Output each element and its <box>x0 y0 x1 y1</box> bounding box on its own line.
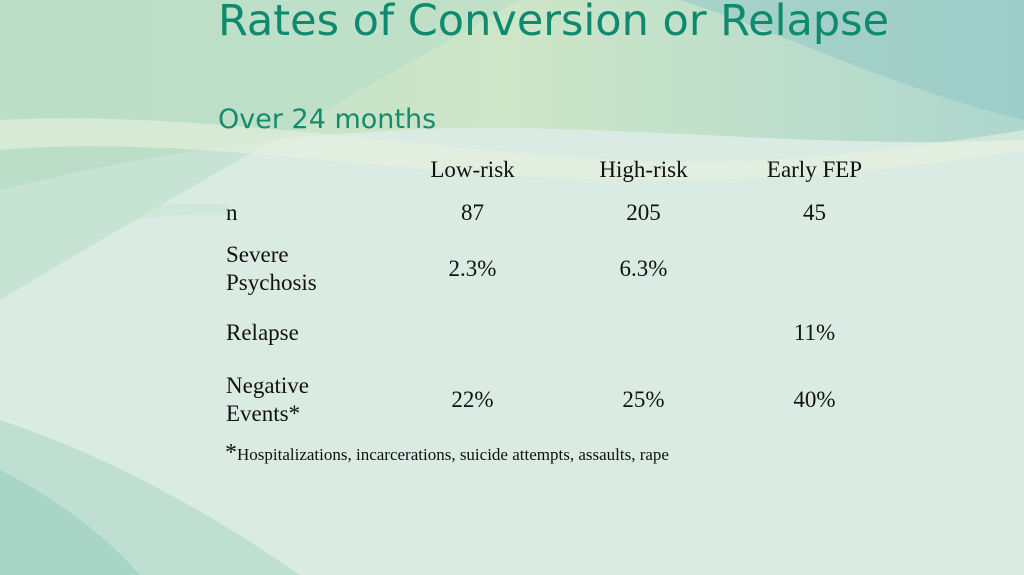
cell-n-high-risk: 205 <box>626 200 661 225</box>
cell-relapse-early-fep: 11% <box>793 320 836 345</box>
footnote: *Hospitalizations, incarcerations, suici… <box>225 440 669 467</box>
cell-negative-high-risk: 25% <box>622 387 665 412</box>
table-corner <box>220 150 384 190</box>
row-label-line: Events* <box>226 401 301 426</box>
row-label-line: Psychosis <box>226 270 317 295</box>
table-row: Negative Events* 22% 25% 40% <box>220 364 897 436</box>
column-header-low-risk: Low-risk <box>430 157 515 182</box>
slide-subtitle: Over 24 months <box>218 104 437 135</box>
row-label-relapse: Relapse <box>226 320 299 345</box>
table-header-row: Low-risk High-risk Early FEP <box>220 150 897 190</box>
row-label-n: n <box>226 200 238 225</box>
footnote-text: Hospitalizations, incarcerations, suicid… <box>237 445 669 464</box>
row-label-line: Negative <box>226 373 310 398</box>
cell-severe-low-risk: 2.3% <box>448 256 497 281</box>
table-row: Relapse 11% <box>220 302 897 364</box>
slide-title: Rates of Conversion or Relapse <box>218 0 890 46</box>
cell-relapse-high-risk <box>555 302 726 364</box>
column-header-early-fep: Early FEP <box>766 157 863 182</box>
table-row: n 87 205 45 <box>220 190 897 236</box>
cell-negative-low-risk: 22% <box>451 387 494 412</box>
cell-n-low-risk: 87 <box>461 200 484 225</box>
cell-severe-early-fep <box>726 236 897 302</box>
cell-relapse-low-risk <box>384 302 555 364</box>
cell-severe-high-risk: 6.3% <box>619 256 668 281</box>
column-header-high-risk: High-risk <box>599 157 688 182</box>
data-table: Low-risk High-risk Early FEP n 87 205 45… <box>220 150 897 436</box>
row-label-negative-events: Negative Events* <box>220 364 384 436</box>
row-label-line: Severe <box>226 242 289 267</box>
row-label-severe-psychosis: Severe Psychosis <box>220 236 384 302</box>
cell-negative-early-fep: 40% <box>793 387 836 412</box>
table-row: Severe Psychosis 2.3% 6.3% <box>220 236 897 302</box>
footnote-marker: * <box>225 440 237 466</box>
cell-n-early-fep: 45 <box>803 200 826 225</box>
